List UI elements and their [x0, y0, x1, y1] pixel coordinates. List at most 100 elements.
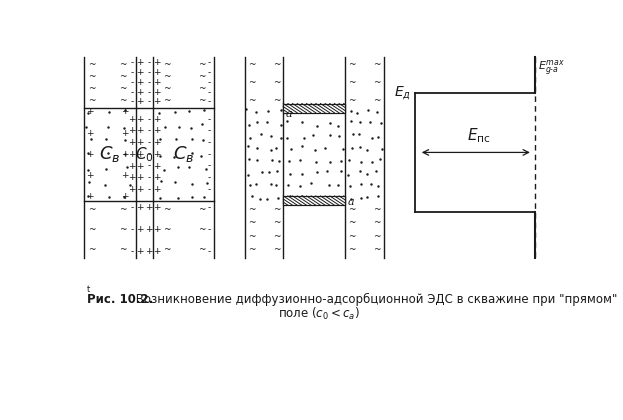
Text: +: +	[136, 115, 144, 124]
Text: +: +	[128, 126, 136, 135]
Text: ~: ~	[373, 245, 381, 254]
Text: ~: ~	[88, 72, 96, 81]
Text: $\mathit{C_в}$: $\mathit{C_в}$	[173, 144, 194, 164]
Text: +: +	[153, 97, 161, 106]
Text: ~: ~	[163, 72, 171, 81]
Text: ~: ~	[88, 96, 96, 105]
Text: $\mathit{E_{\text{пс}}}$: $\mathit{E_{\text{пс}}}$	[467, 126, 491, 145]
Text: -: -	[130, 88, 134, 97]
Text: ~: ~	[248, 96, 255, 105]
Text: ~: ~	[88, 84, 96, 93]
Text: ~: ~	[197, 205, 205, 214]
Text: ~: ~	[273, 205, 280, 214]
Text: ~: ~	[348, 245, 356, 254]
Text: +: +	[145, 203, 153, 212]
Bar	[283, 103, 345, 113]
Text: ~: ~	[348, 232, 356, 241]
Text: -: -	[208, 115, 211, 124]
Text: -: -	[148, 88, 151, 97]
Text: +: +	[136, 203, 144, 212]
Text: $\mathit{E_д}$: $\mathit{E_д}$	[394, 84, 411, 102]
Text: +: +	[145, 225, 153, 234]
Text: +: +	[153, 150, 161, 159]
Text: +: +	[153, 78, 161, 87]
Text: -: -	[208, 88, 211, 97]
Bar	[283, 196, 345, 205]
Text: -: -	[130, 203, 134, 212]
Text: -: -	[130, 97, 134, 106]
Text: -: -	[208, 58, 211, 67]
Text: поле ($c_0 < c_a$): поле ($c_0 < c_a$)	[278, 306, 360, 322]
Text: -: -	[148, 68, 151, 77]
Text: -: -	[148, 138, 151, 147]
Text: +: +	[136, 126, 144, 135]
Text: -: -	[208, 68, 211, 77]
Text: +: +	[136, 78, 144, 87]
Text: +: +	[153, 225, 161, 234]
Text: Возникновение диффузионно-адсорбционной ЭДС в скважине при "прямом": Возникновение диффузионно-адсорбционной …	[132, 293, 617, 306]
Text: +: +	[153, 68, 161, 77]
Text: ~: ~	[273, 78, 280, 87]
Text: $E_{g\text{-}a}^{max}$: $E_{g\text{-}a}^{max}$	[538, 59, 565, 79]
Text: -: -	[208, 78, 211, 87]
Text: ~: ~	[373, 60, 381, 69]
Text: ~: ~	[197, 96, 205, 105]
Text: ~: ~	[120, 60, 127, 69]
Text: +: +	[121, 108, 128, 116]
Text: +: +	[136, 138, 144, 147]
Bar	[283, 103, 345, 113]
Text: ~: ~	[120, 205, 127, 214]
Text: ~: ~	[197, 225, 205, 234]
Text: -: -	[208, 173, 211, 182]
Text: ~: ~	[248, 205, 255, 214]
Text: +: +	[136, 150, 144, 159]
Text: t: t	[87, 285, 90, 294]
Text: -: -	[208, 150, 211, 159]
Text: a: a	[348, 197, 354, 207]
Text: ~: ~	[348, 60, 356, 69]
Text: +: +	[128, 138, 136, 147]
Text: +: +	[121, 171, 128, 180]
Text: +: +	[153, 88, 161, 97]
Text: -: -	[208, 162, 211, 171]
Text: -: -	[148, 97, 151, 106]
Text: -: -	[130, 247, 134, 256]
Text: ~: ~	[248, 245, 255, 254]
Text: ~: ~	[163, 96, 171, 105]
Text: ~: ~	[348, 78, 356, 87]
Text: ~: ~	[248, 78, 255, 87]
Text: -: -	[130, 58, 134, 67]
Text: ~: ~	[248, 60, 255, 69]
Text: +: +	[153, 58, 161, 67]
Text: ~: ~	[163, 60, 171, 69]
Text: ~: ~	[273, 218, 280, 227]
Text: +: +	[128, 162, 136, 171]
Text: -: -	[148, 150, 151, 159]
Text: +: +	[121, 150, 128, 159]
Text: +: +	[145, 247, 153, 256]
Text: $\mathit{C_в}$: $\mathit{C_в}$	[100, 144, 121, 164]
Text: ~: ~	[373, 96, 381, 105]
Text: +: +	[136, 97, 144, 106]
Text: ~: ~	[373, 78, 381, 87]
Text: +: +	[86, 108, 93, 116]
Text: +: +	[136, 88, 144, 97]
Text: -: -	[148, 126, 151, 135]
Text: ~: ~	[163, 225, 171, 234]
Text: -: -	[208, 247, 211, 256]
Text: -: -	[208, 138, 211, 147]
Text: -: -	[208, 225, 211, 234]
Text: -: -	[208, 126, 211, 135]
Text: +: +	[136, 225, 144, 234]
Text: ~: ~	[120, 245, 127, 254]
Text: -: -	[148, 173, 151, 182]
Text: +: +	[128, 150, 136, 159]
Text: ~: ~	[197, 72, 205, 81]
Text: +: +	[86, 192, 93, 201]
Text: +: +	[153, 162, 161, 171]
Text: +: +	[128, 173, 136, 182]
Text: -: -	[208, 97, 211, 106]
Text: +: +	[86, 171, 93, 180]
Text: ~: ~	[197, 245, 205, 254]
Text: +: +	[136, 247, 144, 256]
